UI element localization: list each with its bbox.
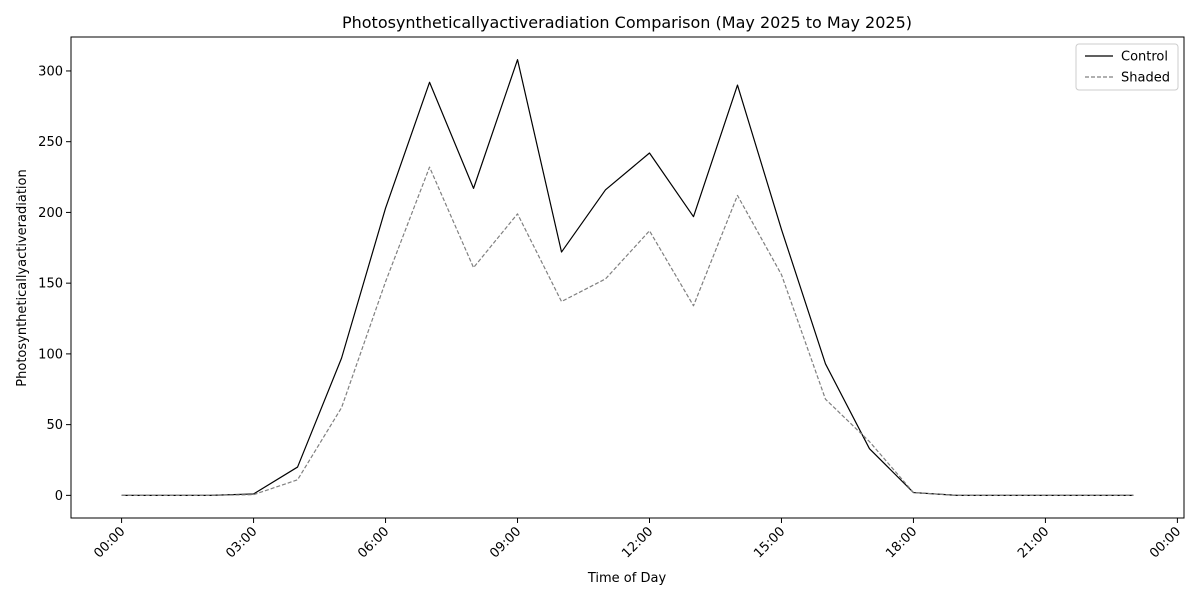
x-tick-label: 12:00 (619, 524, 656, 561)
series-line-control (121, 59, 1134, 496)
x-tick-label: 00:00 (1147, 524, 1184, 561)
y-tick-label: 300 (38, 64, 63, 79)
plot-area (70, 36, 1185, 519)
y-axis: 0 50 100 150 200 250 300 (38, 64, 71, 504)
x-tick-label: 03:00 (223, 524, 260, 561)
series-layer (121, 59, 1134, 496)
x-tick-label: 06:00 (355, 524, 392, 561)
y-tick-label: 200 (38, 206, 63, 221)
y-tick-label: 50 (46, 418, 63, 433)
y-tick-label: 100 (38, 347, 63, 362)
y-axis-label: Photosyntheticallyactiveradiation (15, 169, 30, 386)
x-tick-label: 18:00 (883, 524, 920, 561)
legend-label-shaded: Shaded (1121, 71, 1170, 86)
x-axis-label: Time of Day (587, 571, 667, 586)
series-line-shaded (121, 166, 1134, 496)
legend-label-control: Control (1121, 50, 1168, 65)
y-tick-label: 150 (38, 277, 63, 292)
y-tick-label: 250 (38, 135, 63, 150)
legend: Control Shaded (1075, 43, 1179, 91)
y-tick-label: 0 (55, 489, 63, 504)
x-tick-label: 00:00 (91, 524, 128, 561)
chart-title: Photosyntheticallyactiveradiation Compar… (342, 13, 912, 32)
x-tick-label: 15:00 (751, 524, 788, 561)
x-tick-label: 09:00 (487, 524, 524, 561)
x-axis: 00:00 03:00 06:00 09:00 12:00 15:00 18:00 21:00… (91, 518, 1184, 561)
x-tick-label: 21:00 (1015, 524, 1052, 561)
